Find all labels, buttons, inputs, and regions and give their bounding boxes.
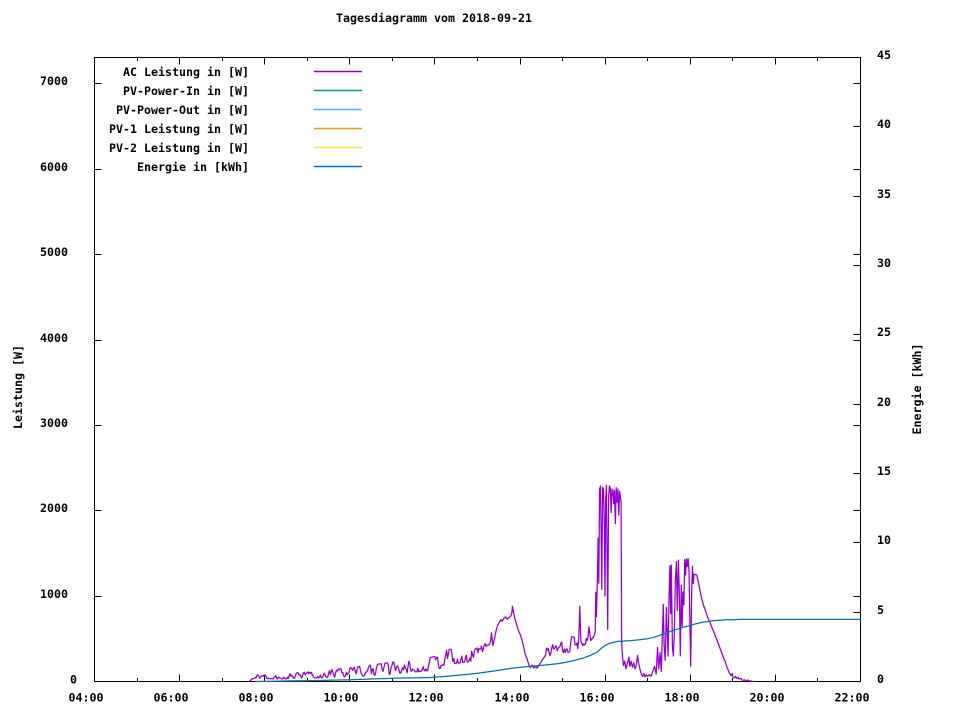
legend-label: PV-Power-Out in [W] [116,103,249,117]
y2-tick-label: 5 [877,603,884,617]
y2-tick-label: 20 [877,395,891,409]
y2-tick-label: 25 [877,325,891,339]
axis-text-group: 04:00 06:00 08:00 10:00 12:00 14:00 16:00 18:00… [11,11,924,705]
legend-group: AC Leistung in [W] PV-Power-In in [W] PV-P… [109,65,362,174]
y2-axis-title: Energie [kWh] [910,344,924,435]
x-tick-label: 16:00 [580,691,615,705]
chart-title: Tagesdiagramm vom 2018-09-21 [336,11,532,25]
legend-label: PV-Power-In in [W] [123,84,249,98]
x-tick-label: 14:00 [495,691,530,705]
series-line-ac-leistung-in-w [249,484,754,682]
y2-tick-label: 45 [877,48,891,62]
y-tick-label: 5000 [40,245,68,259]
series-group [249,484,862,683]
y-tick-label: 3000 [40,416,68,430]
y-axis-title: Leistung [W] [11,345,25,429]
plot-frame-group [94,57,861,682]
x-tick-label: 20:00 [750,691,785,705]
legend-label: AC Leistung in [W] [123,65,249,79]
y2-tick-label: 35 [877,187,891,201]
y-tick-label: 4000 [40,331,68,345]
series-line-energie-in-kwh [255,618,862,683]
y-tick-label: 1000 [40,587,68,601]
x-tick-label: 10:00 [324,691,359,705]
y2-tick-label: 30 [877,256,891,270]
y-tick-label: 7000 [40,74,68,88]
x-tick-label: 18:00 [665,691,700,705]
y-tick-label: 6000 [40,160,68,174]
legend-label: PV-2 Leistung in [W] [109,141,249,155]
x-tick-label: 22:00 [835,691,870,705]
y2-tick-label: 15 [877,464,891,478]
x-tick-label: 06:00 [154,691,189,705]
legend-label: Energie in [kWh] [137,160,249,174]
x-tick-label: 04:00 [69,691,104,705]
x-tick-label: 08:00 [239,691,274,705]
y2-tick-label: 0 [877,672,884,686]
y-tick-label: 2000 [40,501,68,515]
x-tick-label: 12:00 [409,691,444,705]
legend-label: PV-1 Leistung in [W] [109,122,249,136]
y2-tick-label: 40 [877,117,891,131]
y-tick-label-zero: 0 [70,672,77,686]
y2-tick-label: 10 [877,533,891,547]
